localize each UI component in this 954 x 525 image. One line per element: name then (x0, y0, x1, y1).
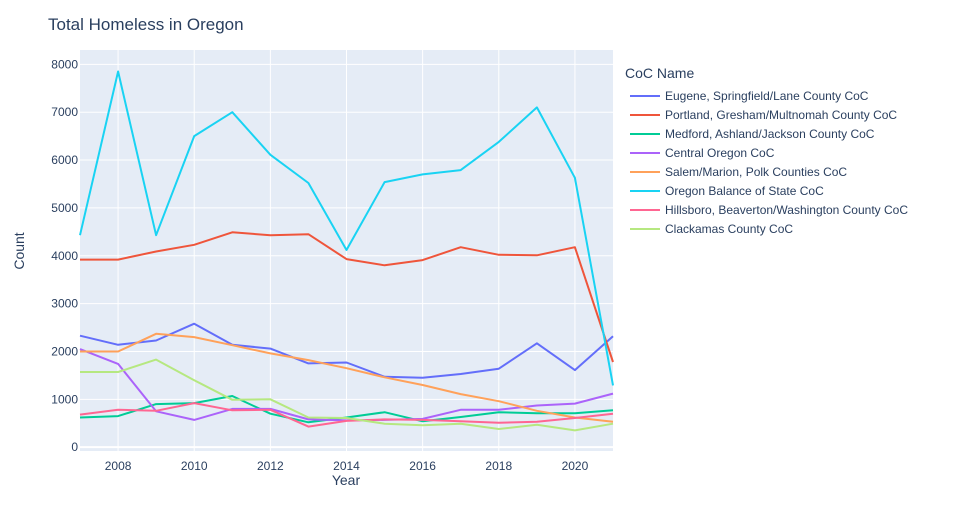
x-tick-label: 2008 (105, 459, 132, 473)
x-axis-ticks: 2008 2010 2012 2014 2016 2018 2020 (105, 459, 589, 473)
y-axis-ticks: 0 1000 2000 3000 4000 5000 6000 7000 8000 (51, 57, 78, 454)
legend-label: Hillsboro, Beaverton/Washington County C… (665, 203, 908, 217)
x-axis-title: Year (332, 472, 361, 488)
x-tick-label: 2012 (257, 459, 284, 473)
y-tick-label: 7000 (51, 105, 78, 119)
series-line-7 (79, 402, 614, 428)
legend-item-3[interactable]: Medford, Ashland/Jackson County CoC (630, 127, 875, 141)
legend-label: Clackamas County CoC (665, 222, 793, 236)
legend-label: Oregon Balance of State CoC (665, 184, 824, 198)
x-tick-label: 2018 (485, 459, 512, 473)
legend-item-2[interactable]: Portland, Gresham/Multnomah County CoC (630, 108, 897, 122)
legend-item-6[interactable]: Oregon Balance of State CoC (630, 184, 824, 198)
legend-item-1[interactable]: Eugene, Springfield/Lane County CoC (630, 89, 869, 103)
legend-label: Medford, Ashland/Jackson County CoC (665, 127, 875, 141)
series-line-5 (80, 332, 614, 423)
y-tick-label: 3000 (51, 297, 78, 311)
x-tick-label: 2014 (333, 459, 360, 473)
y-tick-label: 5000 (51, 201, 78, 215)
legend-item-7[interactable]: Hillsboro, Beaverton/Washington County C… (630, 203, 908, 217)
legend-item-4[interactable]: Central Oregon CoC (630, 146, 775, 160)
legend-item-5[interactable]: Salem/Marion, Polk Counties CoC (630, 165, 847, 179)
legend: CoC Name Eugene, Springfield/Lane County… (625, 65, 908, 236)
x-tick-label: 2016 (409, 459, 436, 473)
legend-label: Portland, Gresham/Multnomah County CoC (665, 108, 897, 122)
y-tick-label: 4000 (51, 249, 78, 263)
y-tick-label: 0 (71, 440, 78, 454)
legend-label: Central Oregon CoC (665, 146, 775, 160)
chart-title: Total Homeless in Oregon (48, 15, 244, 34)
series-lines (79, 70, 614, 432)
y-tick-label: 6000 (51, 153, 78, 167)
x-tick-label: 2010 (181, 459, 208, 473)
y-tick-label: 2000 (51, 344, 78, 358)
series-line-2 (80, 231, 614, 363)
series-line-6 (79, 70, 614, 386)
legend-item-8[interactable]: Clackamas County CoC (630, 222, 793, 236)
y-tick-label: 1000 (51, 392, 78, 406)
legend-title: CoC Name (625, 65, 694, 81)
y-tick-label: 8000 (51, 57, 78, 71)
legend-label: Eugene, Springfield/Lane County CoC (665, 89, 869, 103)
y-axis-title: Count (11, 232, 27, 269)
x-tick-label: 2020 (562, 459, 589, 473)
series-line-8 (80, 358, 614, 432)
legend-label: Salem/Marion, Polk Counties CoC (665, 165, 847, 179)
